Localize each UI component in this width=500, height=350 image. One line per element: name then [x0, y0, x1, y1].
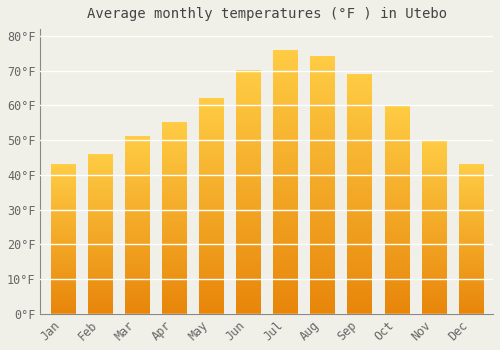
Title: Average monthly temperatures (°F ) in Utebo: Average monthly temperatures (°F ) in Ut… — [86, 7, 446, 21]
